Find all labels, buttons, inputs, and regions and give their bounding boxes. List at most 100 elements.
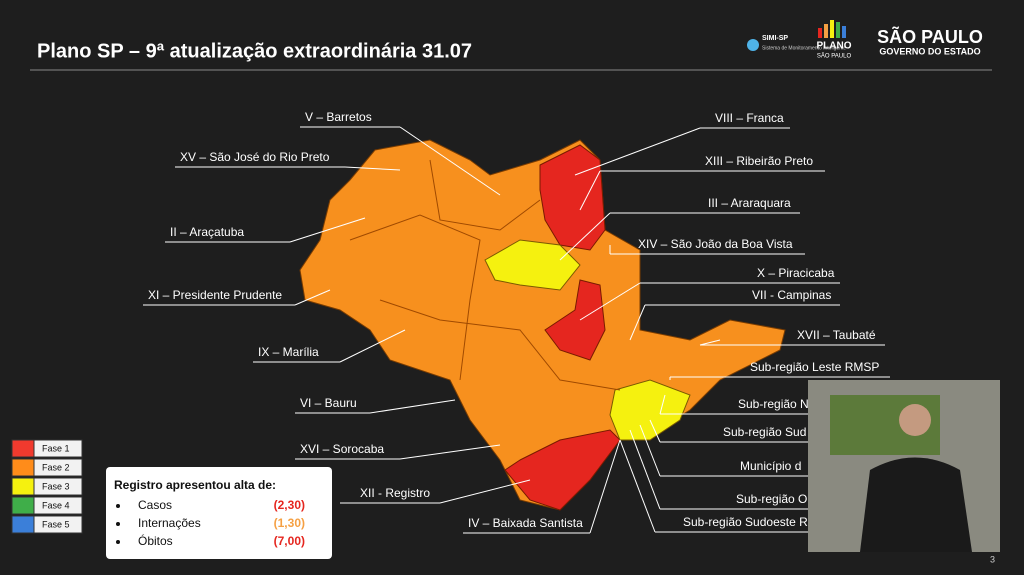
legend-swatch: [11, 477, 35, 496]
region-label: Sub-região O: [736, 492, 807, 506]
leader-line: [559, 212, 611, 261]
slide-title: Plano SP – 9ª atualização extraordinária…: [37, 40, 472, 62]
legend-cell: [33, 496, 83, 515]
video-overlay: [808, 380, 1000, 552]
logos: SIMI-SP Sistema de Monitoramento Intelig…: [747, 20, 983, 60]
legend-cell: [33, 458, 83, 477]
region-label: III – Araraquara: [708, 196, 791, 210]
region-label: VII - Campinas: [752, 288, 831, 302]
region-label: XVII – Taubaté: [797, 328, 876, 342]
note-title: Registro apresentou alta de:: [114, 478, 276, 492]
note-item-value: (2,30): [274, 498, 305, 512]
leader-line: [619, 439, 656, 533]
region-fase1: [544, 279, 606, 361]
region-fase1: [504, 429, 621, 511]
region-fase3: [609, 379, 691, 441]
simi-subtitle: Sistema de Monitoramento Inteligente: [762, 45, 846, 51]
note-item-value: (1,30): [274, 516, 305, 530]
legend-swatch: [11, 515, 35, 534]
legend-label: Fase 4: [42, 500, 70, 510]
note-item-label: Óbitos: [138, 533, 173, 548]
region-label: VIII – Franca: [715, 111, 784, 125]
legend-swatch: [11, 496, 35, 515]
leader-line: [589, 439, 621, 534]
leader-line: [294, 289, 331, 306]
plano-subtitle: SÃO PAULO: [817, 53, 852, 60]
region-border: [429, 159, 541, 231]
legend-swatch: [11, 439, 35, 458]
note-background: [106, 467, 332, 559]
logo-bar: [836, 22, 840, 38]
region-label: XI – Presidente Prudente: [148, 288, 282, 302]
region-label: Município d: [740, 459, 801, 473]
note-item-label: Internações: [138, 516, 201, 530]
legend-swatch: [11, 458, 35, 477]
page-number: 3: [990, 554, 995, 564]
legend-label: Fase 2: [42, 462, 70, 472]
region-label: IV – Baixada Santista: [468, 516, 583, 530]
simi-icon: [747, 39, 759, 51]
region-fase3: [484, 239, 581, 291]
region-label: XIII – Ribeirão Preto: [705, 154, 813, 168]
leader-line: [579, 282, 641, 321]
leader-line: [399, 444, 501, 460]
leader-line: [439, 479, 531, 504]
bullet: [116, 522, 120, 526]
logo-bar: [824, 24, 828, 38]
region-label: XV – São José do Rio Preto: [180, 150, 330, 164]
note-box: Registro apresentou alta de: Casos (2,30)…: [106, 467, 332, 559]
interpreter-head: [899, 404, 931, 436]
bullet: [116, 540, 120, 544]
legend-cell: [33, 515, 83, 534]
leader-line: [629, 429, 661, 510]
region-label: Sub-região Sudoeste R: [683, 515, 808, 529]
leader-line: [629, 304, 646, 341]
leader-line: [639, 424, 661, 477]
gov-subtitle: GOVERNO DO ESTADO: [879, 46, 980, 56]
leader-line: [659, 394, 666, 415]
region-label: XVI – Sorocaba: [300, 442, 384, 456]
region-fase1: [539, 144, 606, 251]
logo-bar: [842, 26, 846, 38]
gov-logo: SÃO PAULO: [877, 26, 983, 47]
legend-label: Fase 5: [42, 519, 70, 529]
region-border: [379, 299, 621, 391]
note-items: Casos (2,30) Internações (1,30) Óbitos (7,00): [116, 498, 305, 548]
region-label: XIV – São João da Boa Vista: [638, 237, 793, 251]
region-label: XII - Registro: [360, 486, 430, 500]
region-label: Sub-região N: [738, 397, 809, 411]
simi-logo: SIMI-SP: [762, 35, 788, 42]
leader-line: [579, 170, 601, 211]
note-item-value: (7,00): [274, 534, 305, 548]
plano-logo: PLANO: [817, 41, 852, 52]
region-labels: V – Barretos XV – São José do Rio Preto II…: [143, 110, 890, 534]
region-label: IX – Marília: [258, 345, 319, 359]
bullet: [116, 504, 120, 508]
leader-line: [399, 126, 501, 196]
region-label: II – Araçatuba: [170, 225, 244, 239]
region-border: [349, 214, 481, 381]
region-label: VI – Bauru: [300, 396, 357, 410]
leader-line: [344, 166, 401, 171]
leader-line: [339, 329, 406, 363]
region-label: X – Piracicaba: [757, 266, 835, 280]
leader-line: [699, 339, 721, 346]
interpreter-body: [860, 457, 972, 552]
leader-line: [574, 127, 701, 176]
map: [299, 139, 786, 511]
region-label: V – Barretos: [305, 110, 372, 124]
region-label: Sub-região Sud: [723, 425, 806, 439]
note-item-label: Casos: [138, 498, 172, 512]
logo-bar: [818, 28, 822, 38]
region-label: Sub-região Leste RMSP: [750, 360, 879, 374]
legend-cell: [33, 439, 83, 458]
leader-line: [289, 217, 366, 243]
leader-line: [369, 399, 456, 414]
legend-label: Fase 3: [42, 481, 70, 491]
legend: Fase 1 Fase 2 Fase 3 Fase 4 Fase 5: [11, 439, 83, 534]
legend-cell: [33, 477, 83, 496]
logo-bar: [830, 20, 834, 38]
leader-line: [649, 419, 661, 443]
legend-label: Fase 1: [42, 443, 70, 453]
